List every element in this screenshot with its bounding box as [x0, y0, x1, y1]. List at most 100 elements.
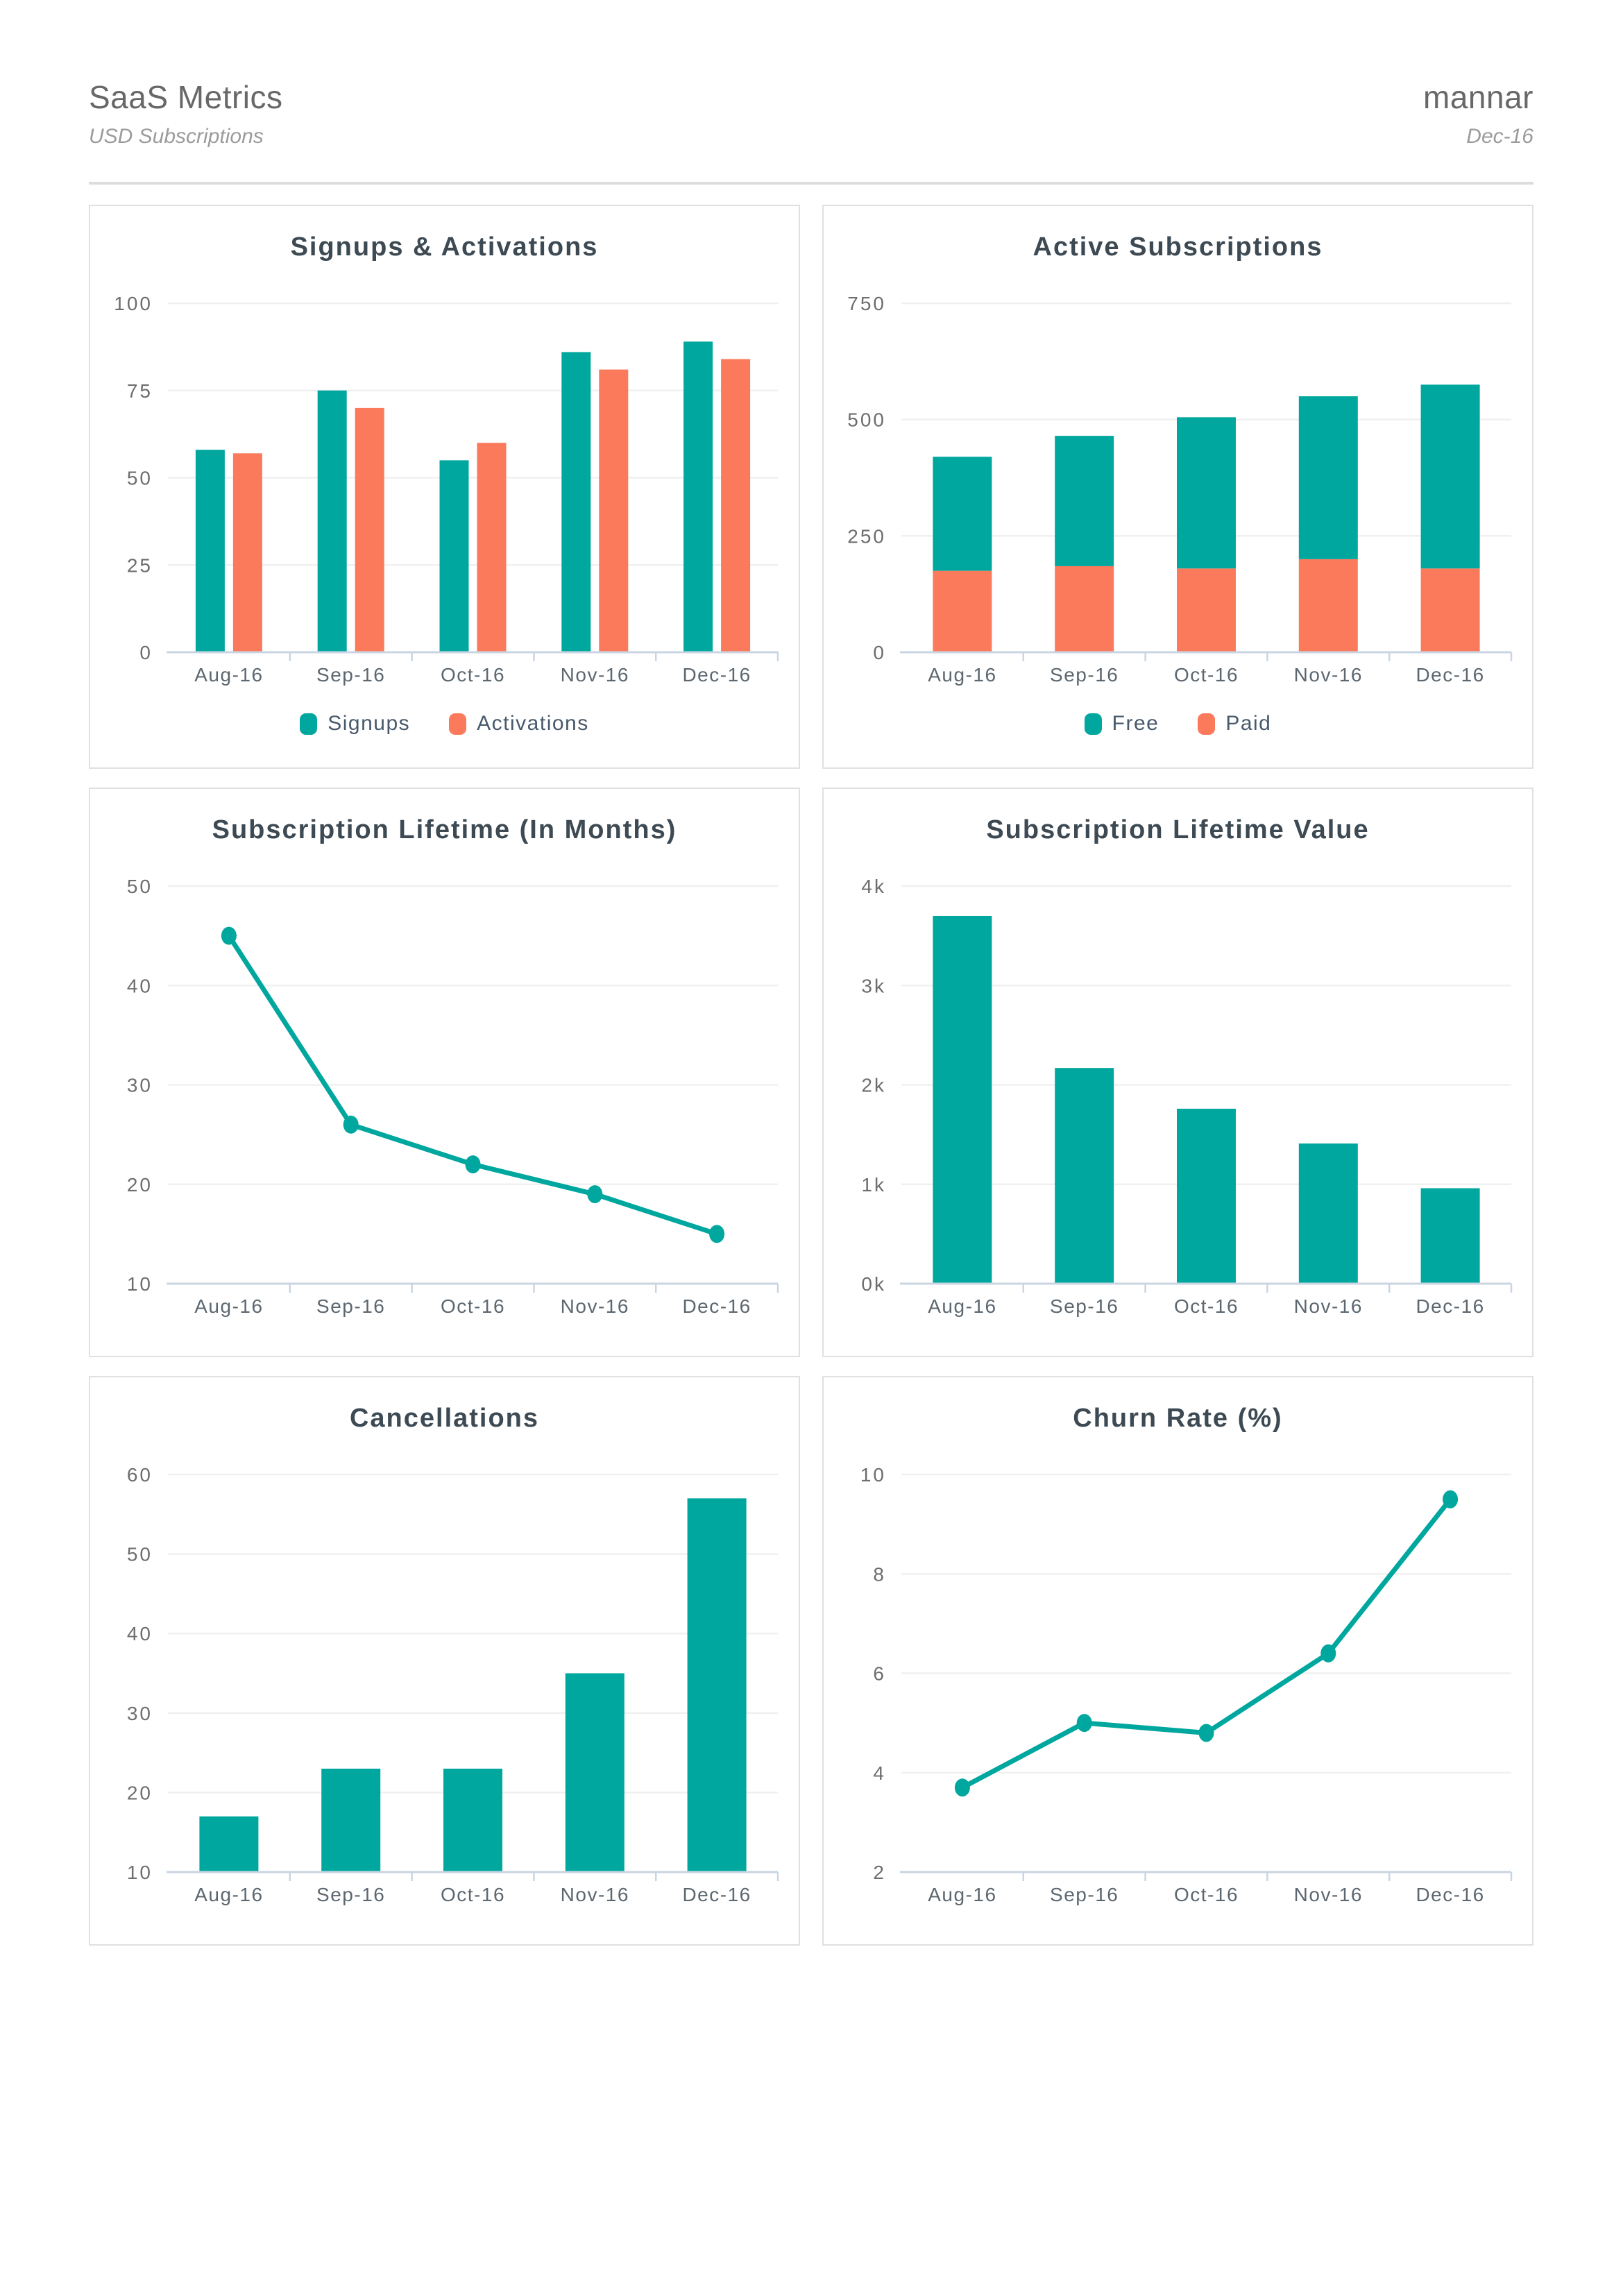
x-tick-label: Dec-16: [682, 1295, 751, 1317]
x-tick-label: Nov-16: [561, 664, 629, 686]
legend-label: Paid: [1225, 712, 1272, 735]
bar-segment: [1055, 436, 1114, 566]
y-tick-label: 500: [847, 409, 886, 431]
y-tick-label: 6: [873, 1663, 886, 1685]
bar: [1420, 1188, 1480, 1284]
legend-swatch-icon: [1198, 713, 1216, 735]
y-tick-label: 50: [127, 1544, 153, 1565]
bar: [195, 450, 225, 652]
x-tick-label: Sep-16: [1050, 1884, 1119, 1905]
y-tick-label: 0k: [861, 1273, 886, 1295]
header-left: SaaS Metrics USD Subscriptions: [89, 78, 283, 148]
y-tick-label: 0: [139, 642, 153, 663]
header-right: mannar Dec-16: [1423, 78, 1533, 148]
y-tick-label: 2: [873, 1862, 886, 1883]
y-tick-label: 30: [127, 1075, 153, 1096]
x-tick-label: Nov-16: [1294, 664, 1363, 686]
y-tick-label: 2k: [861, 1075, 886, 1096]
bar-segment: [1177, 568, 1236, 652]
x-tick-label: Aug-16: [194, 1884, 263, 1905]
y-tick-label: 60: [127, 1464, 153, 1486]
data-point: [1443, 1490, 1459, 1508]
bar: [232, 453, 262, 652]
chart-title: Cancellations: [349, 1404, 540, 1433]
bar: [199, 1816, 259, 1872]
bar: [1055, 1068, 1114, 1284]
lifetime-value-chart: 0k 1k 2k 3k 4k Aug-16 Sep-16 Oct-16 Nov-16 Dec-16: [861, 876, 1513, 1317]
page-subtitle: USD Subscriptions: [89, 125, 264, 148]
x-tick-label: Aug-16: [194, 1295, 263, 1317]
legend-item: Activations: [449, 712, 589, 735]
bar-segment: [1298, 559, 1358, 652]
x-tick-label: Sep-16: [316, 1295, 385, 1317]
y-tick-label: 20: [127, 1174, 153, 1196]
active-subscriptions-chart: 0 250 500 750 Aug-16 Sep-16 Oct-16 Nov-16 Dec-16: [847, 293, 1513, 686]
y-tick-label: 30: [127, 1703, 153, 1724]
y-tick-label: 10: [860, 1464, 886, 1486]
chart-legend: Signups Activations: [90, 712, 799, 735]
chart-title: Subscription Lifetime (In Months): [212, 815, 677, 844]
y-tick-label: 25: [127, 554, 153, 576]
x-tick-label: Dec-16: [682, 1884, 751, 1905]
bar-segment: [933, 457, 992, 571]
y-tick-label: 4: [873, 1762, 886, 1784]
x-tick-label: Aug-16: [928, 1295, 996, 1317]
chart-title: Churn Rate (%): [1073, 1404, 1283, 1433]
panel-active-subscriptions: 0 250 500 750 Aug-16 Sep-16 Oct-16 Nov-16 Dec-16…: [822, 205, 1533, 769]
y-tick-label: 75: [127, 380, 153, 402]
x-tick-label: Oct-16: [1174, 664, 1239, 686]
y-tick-label: 3k: [861, 975, 886, 996]
chart-legend: Free Paid: [824, 712, 1532, 735]
x-tick-label: Nov-16: [1294, 1884, 1363, 1905]
x-tick-label: Nov-16: [1294, 1295, 1363, 1317]
bar-segment: [1055, 566, 1114, 652]
x-tick-label: Sep-16: [316, 1884, 385, 1905]
x-tick-label: Sep-16: [1050, 664, 1119, 686]
header-divider: [89, 182, 1533, 185]
legend-swatch-icon: [449, 713, 467, 735]
churn-rate-chart: 2 4 6 8 10 Aug-16 Sep-16 Oct-16 Nov-16 Dec-16: [860, 1464, 1513, 1905]
bar: [599, 369, 629, 652]
panel-churn-rate: 2 4 6 8 10 Aug-16 Sep-16 Oct-16 Nov-16 Dec-16 Chu…: [822, 1376, 1533, 1946]
brand-name: mannar: [1423, 79, 1533, 115]
x-tick-label: Dec-16: [1416, 664, 1484, 686]
bar: [439, 460, 469, 652]
bar: [561, 352, 591, 652]
data-point: [221, 926, 237, 945]
subscription-lifetime-chart: 10 20 30 40 50 Aug-16 Sep-16 Oct-16 Nov-16 Dec-16: [127, 876, 779, 1317]
y-tick-label: 50: [127, 468, 153, 489]
bar-segment: [1298, 396, 1358, 559]
x-tick-label: Dec-16: [1416, 1884, 1484, 1905]
bar: [1298, 1143, 1358, 1284]
x-tick-label: Sep-16: [316, 664, 385, 686]
x-tick-label: Oct-16: [1174, 1884, 1239, 1905]
x-tick-label: Dec-16: [682, 664, 751, 686]
x-tick-label: Oct-16: [1174, 1295, 1239, 1317]
bar: [1177, 1108, 1236, 1284]
y-tick-label: 750: [847, 293, 886, 314]
panel-subscription-lifetime: 10 20 30 40 50 Aug-16 Sep-16 Oct-16 Nov-16 Dec-16…: [89, 788, 800, 1357]
legend-item: Signups: [300, 712, 410, 735]
page-title: SaaS Metrics: [89, 79, 283, 115]
data-point: [465, 1155, 481, 1174]
y-tick-label: 0: [873, 642, 886, 663]
data-point: [709, 1225, 725, 1243]
x-tick-label: Nov-16: [561, 1884, 629, 1905]
chart-title: Signups & Activations: [290, 232, 599, 262]
y-tick-label: 40: [127, 975, 153, 996]
charts-grid: 0 25 50 75 100 Aug-16 Sep-16 Oct-16 Nov-16 Dec-16…: [89, 205, 1533, 1946]
y-tick-label: 100: [114, 293, 153, 314]
bar: [477, 443, 507, 652]
chart-title: Subscription Lifetime Value: [986, 815, 1370, 844]
bar: [721, 359, 751, 652]
data-point: [1076, 1714, 1092, 1733]
data-point: [954, 1778, 970, 1797]
data-point: [1198, 1724, 1214, 1742]
x-tick-label: Oct-16: [441, 1884, 505, 1905]
x-tick-label: Aug-16: [928, 1884, 996, 1905]
legend-item: Paid: [1198, 712, 1271, 735]
data-point: [587, 1185, 603, 1204]
bar-segment: [933, 570, 992, 652]
bar: [933, 915, 992, 1284]
y-tick-label: 10: [127, 1862, 153, 1883]
